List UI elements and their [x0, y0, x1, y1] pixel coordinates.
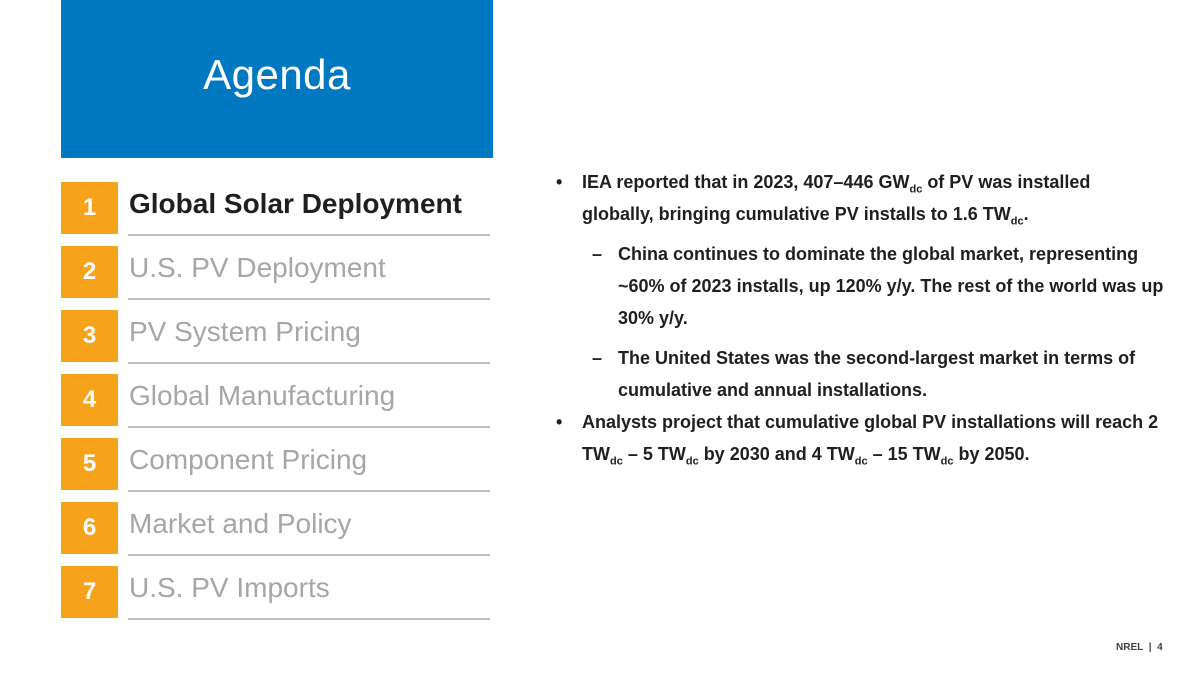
- bullet-icon: •: [556, 172, 563, 192]
- agenda-number: 6: [61, 502, 118, 554]
- bullet-text: – 15 TW: [867, 444, 941, 464]
- bullet-analysts: • Analysts project that cumulative globa…: [556, 406, 1166, 470]
- agenda-list: 1 Global Solar Deployment 2 U.S. PV Depl…: [61, 182, 491, 630]
- agenda-number: 3: [61, 310, 118, 362]
- agenda-number: 1: [61, 182, 118, 234]
- agenda-label: Global Solar Deployment: [129, 188, 462, 219]
- bullet-icon: •: [556, 412, 563, 432]
- agenda-divider: [128, 618, 490, 620]
- slide-content: • IEA reported that in 2023, 407–446 GWd…: [556, 166, 1166, 470]
- bullet-text: by 2030 and 4 TW: [698, 444, 855, 464]
- bullet-text: IEA reported that in 2023, 407–446 GW: [582, 172, 910, 192]
- bullet-iea: • IEA reported that in 2023, 407–446 GWd…: [556, 166, 1166, 230]
- page-number: 4: [1157, 642, 1163, 653]
- agenda-label: U.S. PV Imports: [129, 572, 330, 603]
- agenda-item-2: 2 U.S. PV Deployment: [61, 246, 491, 310]
- bullet-text: of PV was installed globally, bringing c…: [582, 172, 1091, 224]
- agenda-item-7: 7 U.S. PV Imports: [61, 566, 491, 630]
- agenda-divider: [128, 554, 490, 556]
- subscript: dc: [854, 455, 868, 468]
- agenda-label: PV System Pricing: [129, 316, 361, 347]
- subbullet-china: – China continues to dominate the global…: [556, 238, 1166, 334]
- dash-icon: –: [592, 244, 603, 264]
- subscript: dc: [1010, 215, 1024, 228]
- agenda-divider: [128, 426, 490, 428]
- dash-icon: –: [592, 348, 603, 368]
- agenda-divider: [128, 298, 490, 300]
- agenda-label: Market and Policy: [129, 508, 352, 539]
- agenda-number: 4: [61, 374, 118, 426]
- bullet-text: – 5 TW: [622, 444, 686, 464]
- title-band: Agenda: [61, 0, 493, 158]
- subscript: dc: [609, 455, 623, 468]
- agenda-item-4: 4 Global Manufacturing: [61, 374, 491, 438]
- subscript: dc: [685, 455, 699, 468]
- slide-title: Agenda: [203, 51, 351, 98]
- agenda-number: 2: [61, 246, 118, 298]
- bullet-text: .: [1023, 204, 1029, 224]
- footer-org: NREL: [1116, 642, 1144, 653]
- subbullet-text: The United States was the second-largest…: [618, 348, 1136, 400]
- bullet-text: Analysts project that cumulative global …: [582, 412, 1159, 464]
- slide-footer: NREL | 4: [1116, 642, 1163, 653]
- agenda-item-6: 6 Market and Policy: [61, 502, 491, 566]
- agenda-label: Component Pricing: [129, 444, 368, 475]
- agenda-item-1: 1 Global Solar Deployment: [61, 182, 491, 246]
- agenda-item-5: 5 Component Pricing: [61, 438, 491, 502]
- subbullet-text: China continues to dominate the global m…: [618, 244, 1164, 328]
- agenda-divider: [128, 490, 490, 492]
- agenda-number: 7: [61, 566, 118, 618]
- bullet-text: by 2050.: [953, 444, 1030, 464]
- agenda-divider: [128, 362, 490, 364]
- agenda-divider: [128, 234, 490, 236]
- subscript: dc: [940, 455, 954, 468]
- subbullet-us: – The United States was the second-large…: [556, 342, 1166, 406]
- agenda-label: U.S. PV Deployment: [129, 252, 386, 283]
- subscript: dc: [909, 183, 923, 196]
- footer-separator: |: [1148, 642, 1152, 653]
- agenda-item-3: 3 PV System Pricing: [61, 310, 491, 374]
- agenda-label: Global Manufacturing: [129, 380, 396, 411]
- agenda-number: 5: [61, 438, 118, 490]
